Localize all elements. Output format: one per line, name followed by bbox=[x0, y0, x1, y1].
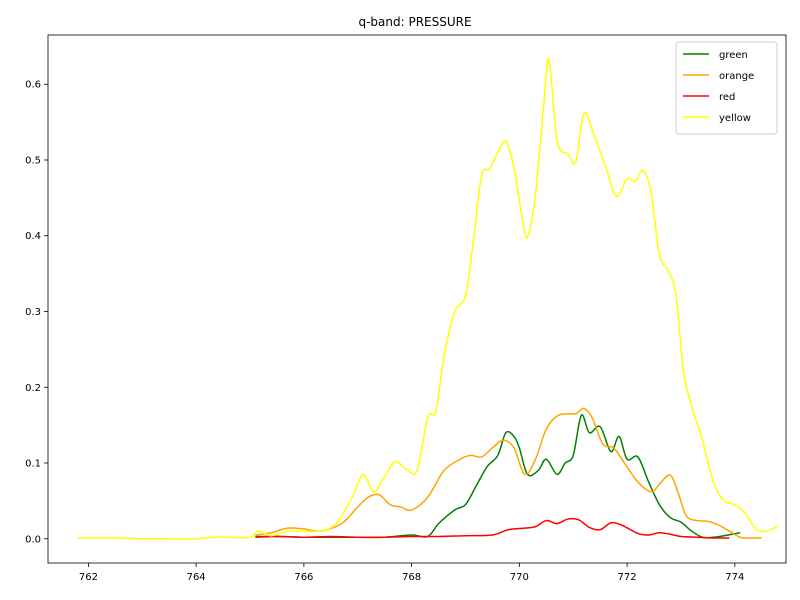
series-line-green bbox=[255, 414, 741, 539]
x-tick-label-770: 770 bbox=[510, 572, 529, 583]
series-line-yellow bbox=[77, 57, 779, 540]
y-tick-label-0: 0.0 bbox=[25, 534, 41, 545]
legend-label-green: green bbox=[719, 50, 748, 61]
x-tick-label-772: 772 bbox=[618, 572, 637, 583]
series-line-orange bbox=[255, 407, 762, 539]
x-tick-label-774: 774 bbox=[725, 572, 744, 583]
axes-layer: 762 764 766 768 770 772 774 0.0 0.1 0.2 0.3 0.4 0.5 0… bbox=[25, 34, 787, 583]
legend-label-yellow: yellow bbox=[719, 113, 751, 124]
legend-label-orange: orange bbox=[719, 71, 754, 82]
legend: green orange red yellow bbox=[675, 41, 778, 135]
series-line-red bbox=[255, 517, 730, 539]
y-tick-label-0.2: 0.2 bbox=[25, 383, 41, 394]
legend-box bbox=[675, 41, 778, 135]
x-tick-label-764: 764 bbox=[187, 572, 206, 583]
series-layer bbox=[77, 57, 779, 540]
y-tick-label-0.3: 0.3 bbox=[25, 307, 41, 318]
y-tick-label-0.6: 0.6 bbox=[25, 80, 41, 91]
y-tick-label-0.1: 0.1 bbox=[25, 459, 41, 470]
x-tick-label-762: 762 bbox=[79, 572, 98, 583]
chart-title: q-band: PRESSURE bbox=[358, 15, 471, 29]
y-tick-label-0.5: 0.5 bbox=[25, 155, 41, 166]
y-tick-label-0.4: 0.4 bbox=[25, 231, 41, 242]
x-tick-label-766: 766 bbox=[294, 572, 313, 583]
x-tick-label-768: 768 bbox=[402, 572, 421, 583]
legend-label-red: red bbox=[719, 92, 735, 103]
plot-frame bbox=[47, 34, 787, 564]
